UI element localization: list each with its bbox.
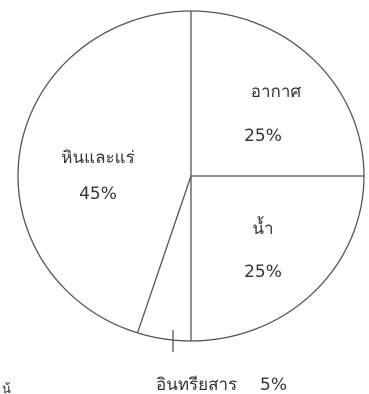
stray-text-mark: น้ <box>2 382 11 394</box>
slice-value-water: 25% <box>244 262 282 282</box>
slice-label-air: อากาศ <box>251 82 302 102</box>
slice-label-organic: อินทรียสาร <box>156 375 237 394</box>
slice-value-air: 25% <box>244 126 282 146</box>
slice-boundary-3 <box>136 175 192 334</box>
slice-label-water: น้ำ <box>252 216 273 239</box>
slice-value-organic: 5% <box>260 375 287 394</box>
slice-label-rock: หินและแร่ <box>61 148 134 168</box>
slice-value-rock: 45% <box>79 184 117 204</box>
